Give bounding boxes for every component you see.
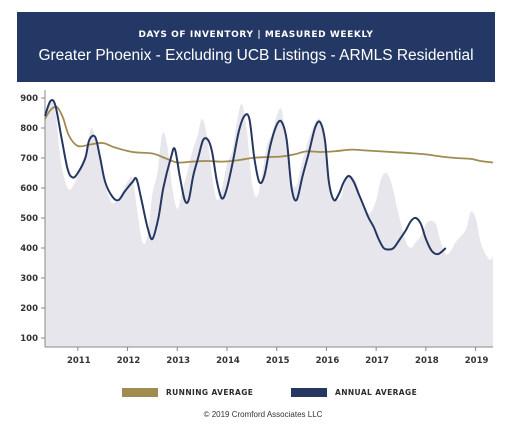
series-line-running-average xyxy=(44,105,494,164)
x-tick-label-2012: 2012 xyxy=(117,356,141,366)
weekly-area xyxy=(45,99,493,347)
y-tick-label-900: 900 xyxy=(20,94,38,104)
legend-swatch-running-average xyxy=(122,388,158,397)
legend-label-annual-average: ANNUAL AVERAGE xyxy=(335,388,418,397)
y-tick-label-500: 500 xyxy=(20,214,38,224)
y-tick-label-600: 600 xyxy=(20,184,38,194)
x-tick-label-2016: 2016 xyxy=(316,356,340,366)
x-tick-label-2019: 2019 xyxy=(465,356,489,366)
x-tick-label-2013: 2013 xyxy=(166,356,190,366)
y-tick-label-700: 700 xyxy=(20,154,38,164)
legend-swatch-annual-average xyxy=(291,388,327,397)
y-tick-label-800: 800 xyxy=(20,124,38,134)
series-line-annual-average xyxy=(44,98,447,256)
x-tick-label-2017: 2017 xyxy=(365,356,389,366)
copyright-footer: © 2019 Cromford Associates LLC xyxy=(203,410,323,419)
legend-label-running-average: RUNNING AVERAGE xyxy=(166,388,254,397)
chart-title: Greater Phoenix - Excluding UCB Listings… xyxy=(38,47,474,64)
x-tick-label-2014: 2014 xyxy=(216,356,240,366)
y-tick-label-100: 100 xyxy=(20,334,38,344)
y-tick-label-200: 200 xyxy=(20,304,38,314)
chart-header: DAYS OF INVENTORY | MEASURED WEEKLY Grea… xyxy=(17,12,495,82)
x-tick-label-2015: 2015 xyxy=(266,356,290,366)
chart-supertitle: DAYS OF INVENTORY | MEASURED WEEKLY xyxy=(138,30,374,40)
x-tick-label-2018: 2018 xyxy=(415,356,439,366)
x-tick-label-2011: 2011 xyxy=(67,356,91,366)
y-tick-label-300: 300 xyxy=(20,274,38,284)
y-tick-label-400: 400 xyxy=(20,244,38,254)
